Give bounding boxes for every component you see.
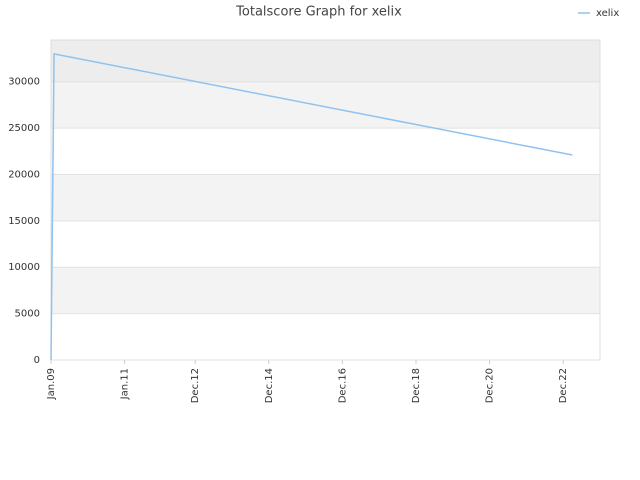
- y-tick-label: 15000: [8, 216, 40, 227]
- x-tick-label: Jan.11: [120, 368, 131, 400]
- plot-band: [51, 174, 600, 221]
- y-tick-label: 30000: [8, 77, 40, 88]
- plot-band: [51, 220, 600, 268]
- data-line: [50, 53, 573, 361]
- legend-label: xelix: [596, 8, 619, 19]
- x-tick-label: Dec.12: [190, 368, 201, 403]
- plot-band: [51, 40, 600, 82]
- y-tick-label: 0: [34, 355, 40, 366]
- x-tick-label: Dec.14: [264, 368, 275, 403]
- x-tick-label: Jan.09: [46, 368, 57, 400]
- y-tick-label: 25000: [8, 123, 40, 134]
- plot-band: [51, 313, 600, 360]
- x-tick-label: Dec.20: [485, 368, 496, 403]
- plot-band: [51, 128, 600, 175]
- x-tick-label: Dec.22: [558, 368, 569, 403]
- plot-band: [51, 267, 600, 314]
- plot-band: [51, 81, 600, 129]
- chart-title: Totalscore Graph for xelix: [235, 5, 402, 20]
- y-tick-label: 5000: [15, 309, 40, 320]
- y-tick-label: 20000: [8, 169, 40, 180]
- x-tick-label: Dec.18: [411, 368, 422, 403]
- x-tick-label: Dec.16: [337, 368, 348, 403]
- y-tick-label: 10000: [8, 262, 40, 273]
